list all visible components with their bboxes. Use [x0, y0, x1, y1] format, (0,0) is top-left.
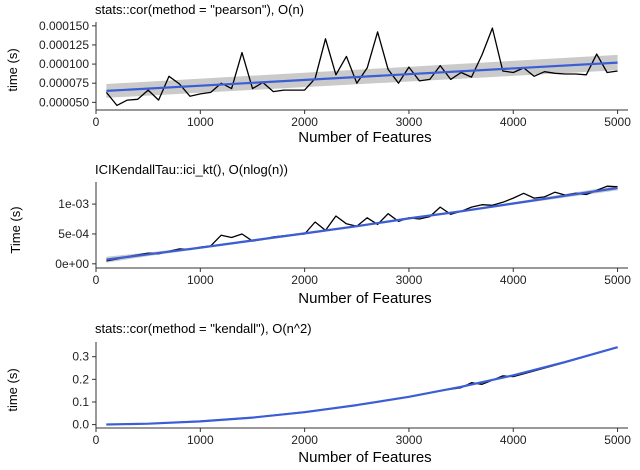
y-tick-label: 0e+00: [55, 257, 89, 271]
y-tick-label: 0.2: [72, 372, 89, 386]
panel-icikt: ICIKendallTau::ici_kt(), O(nlog(n)) 0 100…: [8, 162, 631, 307]
y-tick-label: 0.000125: [39, 38, 89, 52]
x-axis-label: Number of Features: [298, 449, 431, 466]
y-tick-label: 5e-04: [58, 227, 89, 241]
x-tick-label: 1000: [187, 115, 214, 129]
panel-pearson: stats::cor(method = "pearson"), O(n) 0 10…: [5, 2, 631, 146]
observed-series-line: [106, 346, 618, 426]
panel-title: stats::cor(method = "kendall"), O(n^2): [95, 321, 312, 336]
x-tick-label: 4000: [500, 273, 527, 287]
x-tick-label: 1000: [187, 273, 214, 287]
x-tick-label: 2000: [291, 115, 318, 129]
y-ticks: 0.000050 0.000075 0.000100 0.000125 0.000150: [39, 19, 96, 109]
x-tick-label: 2000: [291, 433, 318, 447]
x-ticks: 0 1000 2000 3000 4000 5000: [93, 110, 631, 129]
y-tick-label: 0.0: [72, 418, 89, 432]
fitted-trend-line: [106, 346, 618, 426]
x-tick-label: 4000: [500, 115, 527, 129]
y-tick-label: 0.3: [72, 350, 89, 364]
x-tick-label: 0: [93, 273, 100, 287]
y-tick-label: 0.000075: [39, 76, 89, 90]
x-tick-label: 3000: [396, 433, 423, 447]
x-ticks: 0 1000 2000 3000 4000 5000: [93, 268, 631, 287]
plot-area: [105, 27, 618, 107]
y-tick-label: 0.1: [72, 395, 89, 409]
y-tick-label: 1e-03: [58, 197, 89, 211]
fitted-trend-line: [106, 186, 618, 261]
x-tick-label: 5000: [604, 433, 631, 447]
plot-area: [106, 185, 618, 263]
y-tick-label: 0.000150: [39, 19, 89, 33]
panel-title: stats::cor(method = "pearson"), O(n): [95, 2, 304, 17]
x-tick-label: 0: [93, 433, 100, 447]
y-tick-label: 0.000100: [39, 57, 89, 71]
panel-kendall: stats::cor(method = "kendall"), O(n^2) 0…: [5, 321, 631, 466]
x-tick-label: 3000: [396, 115, 423, 129]
x-tick-label: 5000: [604, 115, 631, 129]
x-ticks: 0 1000 2000 3000 4000 5000: [93, 428, 631, 447]
y-axis-label: Time (s): [8, 206, 23, 253]
x-tick-label: 3000: [396, 273, 423, 287]
x-tick-label: 1000: [187, 433, 214, 447]
panel-title: ICIKendallTau::ici_kt(), O(nlog(n)): [95, 162, 288, 177]
y-axis-label: time (s): [5, 368, 20, 411]
x-axis-label: Number of Features: [298, 290, 431, 307]
x-tick-label: 4000: [500, 433, 527, 447]
x-tick-label: 5000: [604, 273, 631, 287]
y-ticks: 0.0 0.1 0.2 0.3: [72, 350, 96, 432]
plot-area: [106, 346, 618, 426]
x-axis-label: Number of Features: [298, 129, 431, 146]
y-ticks: 0e+00 5e-04 1e-03: [55, 197, 96, 271]
observed-series-line: [105, 27, 618, 107]
confidence-band: [106, 346, 618, 425]
x-tick-label: 2000: [291, 273, 318, 287]
x-tick-label: 0: [93, 115, 100, 129]
y-tick-label: 0.000050: [39, 95, 89, 109]
y-axis-label: time (s): [5, 48, 20, 91]
fitted-trend-line: [106, 61, 618, 92]
